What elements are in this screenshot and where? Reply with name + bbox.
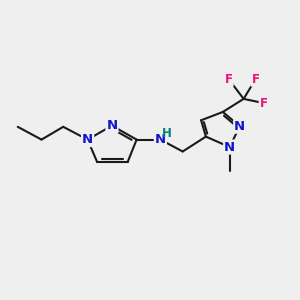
Text: H: H — [162, 127, 172, 140]
Text: N: N — [234, 120, 245, 133]
Text: F: F — [260, 97, 268, 110]
Text: F: F — [251, 73, 260, 86]
Text: N: N — [106, 119, 118, 132]
Text: N: N — [155, 133, 166, 146]
Text: N: N — [82, 133, 93, 146]
Text: F: F — [225, 73, 233, 86]
Text: N: N — [224, 140, 235, 154]
